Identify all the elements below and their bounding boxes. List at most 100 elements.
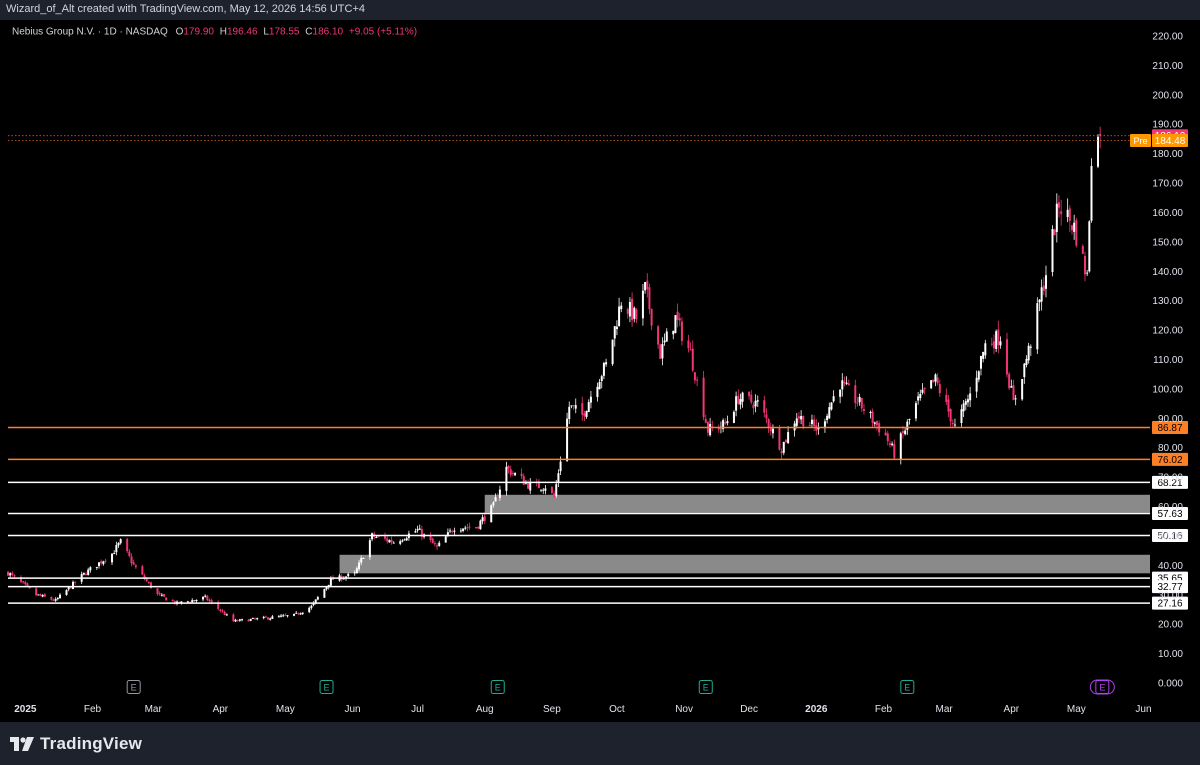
candle [830,402,833,411]
candle-body [802,415,805,427]
candle [726,415,729,426]
candle [756,395,759,407]
candle [128,549,131,558]
candle-body [672,330,675,335]
level-label: 32.77 [1157,582,1182,593]
candle-body [613,326,616,339]
candle [117,542,120,548]
candle [947,394,950,418]
candle [904,427,907,436]
time-tick-label: May [1067,704,1086,715]
candle-body [479,520,482,530]
candle [238,618,241,622]
candle-body [141,566,144,575]
candle [111,553,114,566]
candle-body [100,561,103,564]
candle-body [839,389,842,397]
candle [22,580,25,584]
candle [687,334,690,353]
candle [771,424,774,439]
candle-body [626,309,629,314]
candle-body [286,615,289,617]
candle-body [557,473,560,483]
candle [839,389,842,404]
candle-body [234,619,237,622]
candle [979,355,982,376]
candle [784,439,787,444]
candle-body [1066,209,1069,218]
price-tick-label: 140.00 [1152,267,1183,278]
candle-body [932,379,935,382]
candle-body [280,615,283,617]
candle-body [102,561,105,565]
candle [156,588,159,596]
candle [160,593,163,597]
candle [1012,379,1015,401]
candle [869,410,872,419]
candle [990,337,993,347]
candle-body [433,543,436,545]
candle-body [977,371,980,380]
candle-body [841,380,844,390]
candle [284,613,287,616]
candle [251,617,254,619]
candle [908,418,911,425]
candle-body [678,318,681,321]
candle-body [923,387,926,390]
candle [477,526,480,530]
candle-body [414,531,417,533]
earnings-marker: E [319,680,334,694]
candle [657,324,660,349]
candle [845,376,848,386]
candle-body [20,577,23,582]
candle [1066,198,1069,223]
candle-body [67,587,70,590]
candle [702,370,705,421]
candle-body [947,399,950,412]
candle-body [583,413,586,417]
candle-body [522,476,525,485]
candle [862,403,865,415]
candle [732,410,735,424]
candle [475,526,478,529]
candle-body [128,551,131,557]
candle [1090,158,1093,223]
candle-body [572,405,575,407]
candle-body [589,396,592,403]
candle-body [208,599,211,602]
earnings-marker: E [698,680,713,694]
candle-body [960,409,963,423]
candle-body [891,443,894,446]
time-tick-label: Feb [84,704,102,715]
price-tick-label: 170.00 [1152,179,1183,190]
candle [223,610,226,616]
candle [754,394,757,413]
candle [787,426,790,445]
candle-body [297,613,300,615]
candle [1070,224,1073,235]
candle-body [750,394,753,403]
candle-body [134,565,137,568]
candle [204,594,207,598]
time-axis: 2025 Feb Mar Apr May Jun Jul Aug Sep Oct Nov Dec 202… [14,704,1151,715]
pre-market-badge [1130,133,1151,147]
candle [392,541,395,544]
candle-body [674,315,677,333]
candle [232,613,235,623]
candle [696,376,699,387]
price-tick-label: 10.00 [1158,649,1183,660]
level-tag [1152,452,1188,466]
candle-body [871,411,874,423]
tradingview-logo[interactable]: TradingView [10,734,142,754]
candle [505,461,508,496]
tradingview-logo-icon [10,737,34,751]
candle [817,422,820,435]
candle [704,414,707,424]
candle [301,612,304,616]
candle-body [995,331,998,349]
price-tick-label: 20.00 [1158,620,1183,631]
candle [992,334,995,355]
earnings-label: E [1099,683,1105,693]
candle-body [982,352,985,359]
